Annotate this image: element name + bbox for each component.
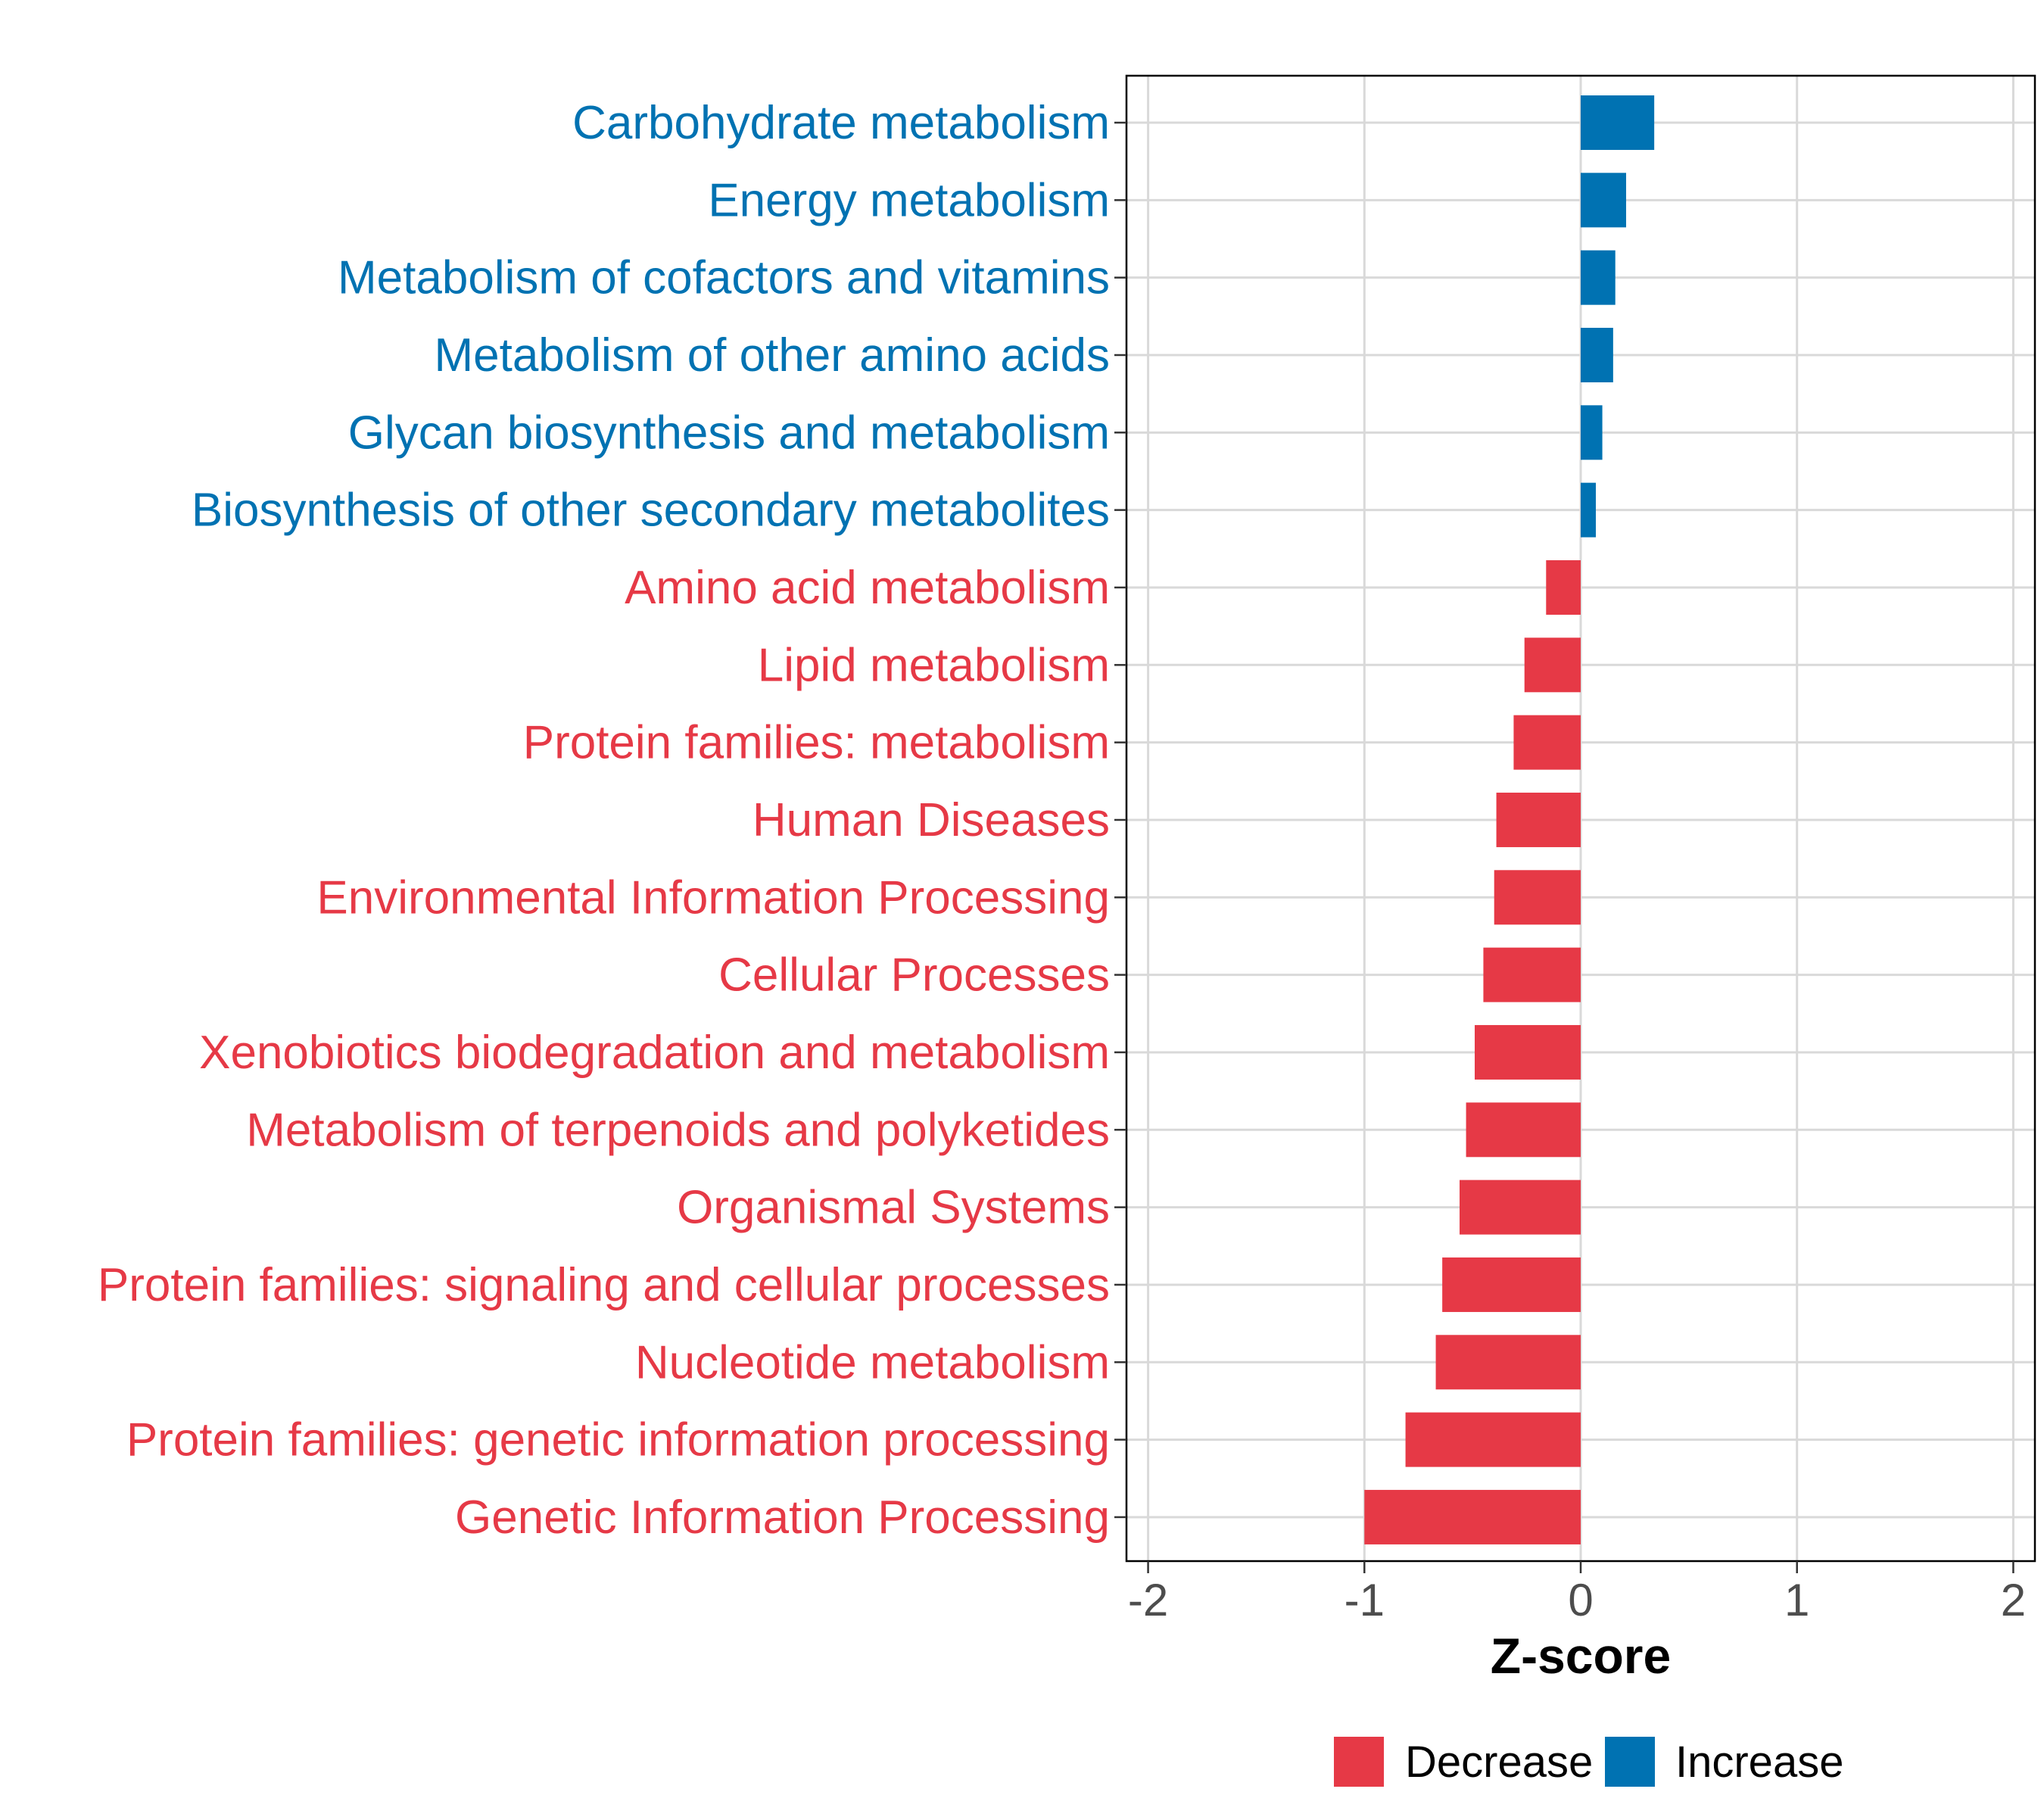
- category-label: Energy metabolism: [708, 174, 1110, 226]
- legend-label-increase: Increase: [1675, 1738, 1843, 1787]
- category-label: Metabolism of cofactors and vitamins: [338, 252, 1110, 304]
- bar-decrease: [1442, 1257, 1581, 1312]
- x-tick-label: 0: [1568, 1575, 1593, 1625]
- legend-label-decrease: Decrease: [1405, 1738, 1593, 1787]
- bar-decrease: [1460, 1180, 1581, 1235]
- bar-decrease: [1483, 947, 1581, 1002]
- x-axis-ticks: -2 -1 0 1 2: [1128, 1561, 2026, 1625]
- y-axis-ticks: Carbohydrate metabolism Energy metabolism…: [98, 97, 1126, 1544]
- category-label: Carbohydrate metabolism: [572, 97, 1110, 149]
- category-label: Genetic Information Processing: [455, 1491, 1110, 1544]
- category-label: Protein families: signaling and cellular…: [98, 1259, 1110, 1311]
- bar-increase: [1581, 173, 1626, 228]
- bar-decrease: [1466, 1102, 1581, 1158]
- bars: [1364, 95, 1655, 1544]
- category-label: Amino acid metabolism: [625, 562, 1110, 614]
- bar-decrease: [1435, 1335, 1581, 1390]
- legend-swatch-increase: [1605, 1737, 1655, 1787]
- category-label: Nucleotide metabolism: [635, 1336, 1110, 1388]
- legend-swatch-decrease: [1334, 1737, 1384, 1787]
- bar-decrease: [1364, 1489, 1581, 1544]
- bar-decrease: [1405, 1412, 1581, 1467]
- bar-decrease: [1546, 559, 1581, 615]
- category-label: Lipid metabolism: [758, 639, 1110, 691]
- category-label: Metabolism of terpenoids and polyketides: [246, 1104, 1110, 1156]
- x-tick-label: 1: [1784, 1575, 1809, 1625]
- legend: Decrease Increase: [1334, 1737, 1843, 1787]
- category-label: Organismal Systems: [677, 1182, 1110, 1234]
- bar-increase: [1581, 327, 1613, 382]
- bar-increase: [1581, 250, 1616, 305]
- x-tick-label: 2: [2001, 1575, 2026, 1625]
- bar-increase: [1581, 405, 1603, 460]
- bar-decrease: [1513, 715, 1581, 770]
- category-label: Human Diseases: [752, 794, 1110, 846]
- category-label: Environmental Information Processing: [316, 871, 1110, 924]
- bar-decrease: [1494, 870, 1581, 925]
- x-tick-label: -2: [1128, 1575, 1168, 1625]
- category-label: Xenobiotics biodegradation and metabolis…: [199, 1027, 1110, 1079]
- category-label: Protein families: genetic information pr…: [126, 1414, 1110, 1466]
- category-label: Protein families: metabolism: [523, 717, 1110, 769]
- category-label: Biosynthesis of other secondary metaboli…: [192, 485, 1110, 537]
- bar-decrease: [1496, 792, 1581, 847]
- bar-decrease: [1475, 1024, 1581, 1080]
- category-label: Metabolism of other amino acids: [434, 329, 1110, 382]
- category-label: Cellular Processes: [718, 949, 1110, 1002]
- x-axis-title: Z-score: [1491, 1628, 1671, 1684]
- category-label: Glycan biosynthesis and metabolism: [348, 407, 1110, 459]
- bar-increase: [1581, 95, 1655, 150]
- bar-increase: [1581, 482, 1596, 538]
- bar-decrease: [1524, 637, 1581, 693]
- x-tick-label: -1: [1344, 1575, 1385, 1625]
